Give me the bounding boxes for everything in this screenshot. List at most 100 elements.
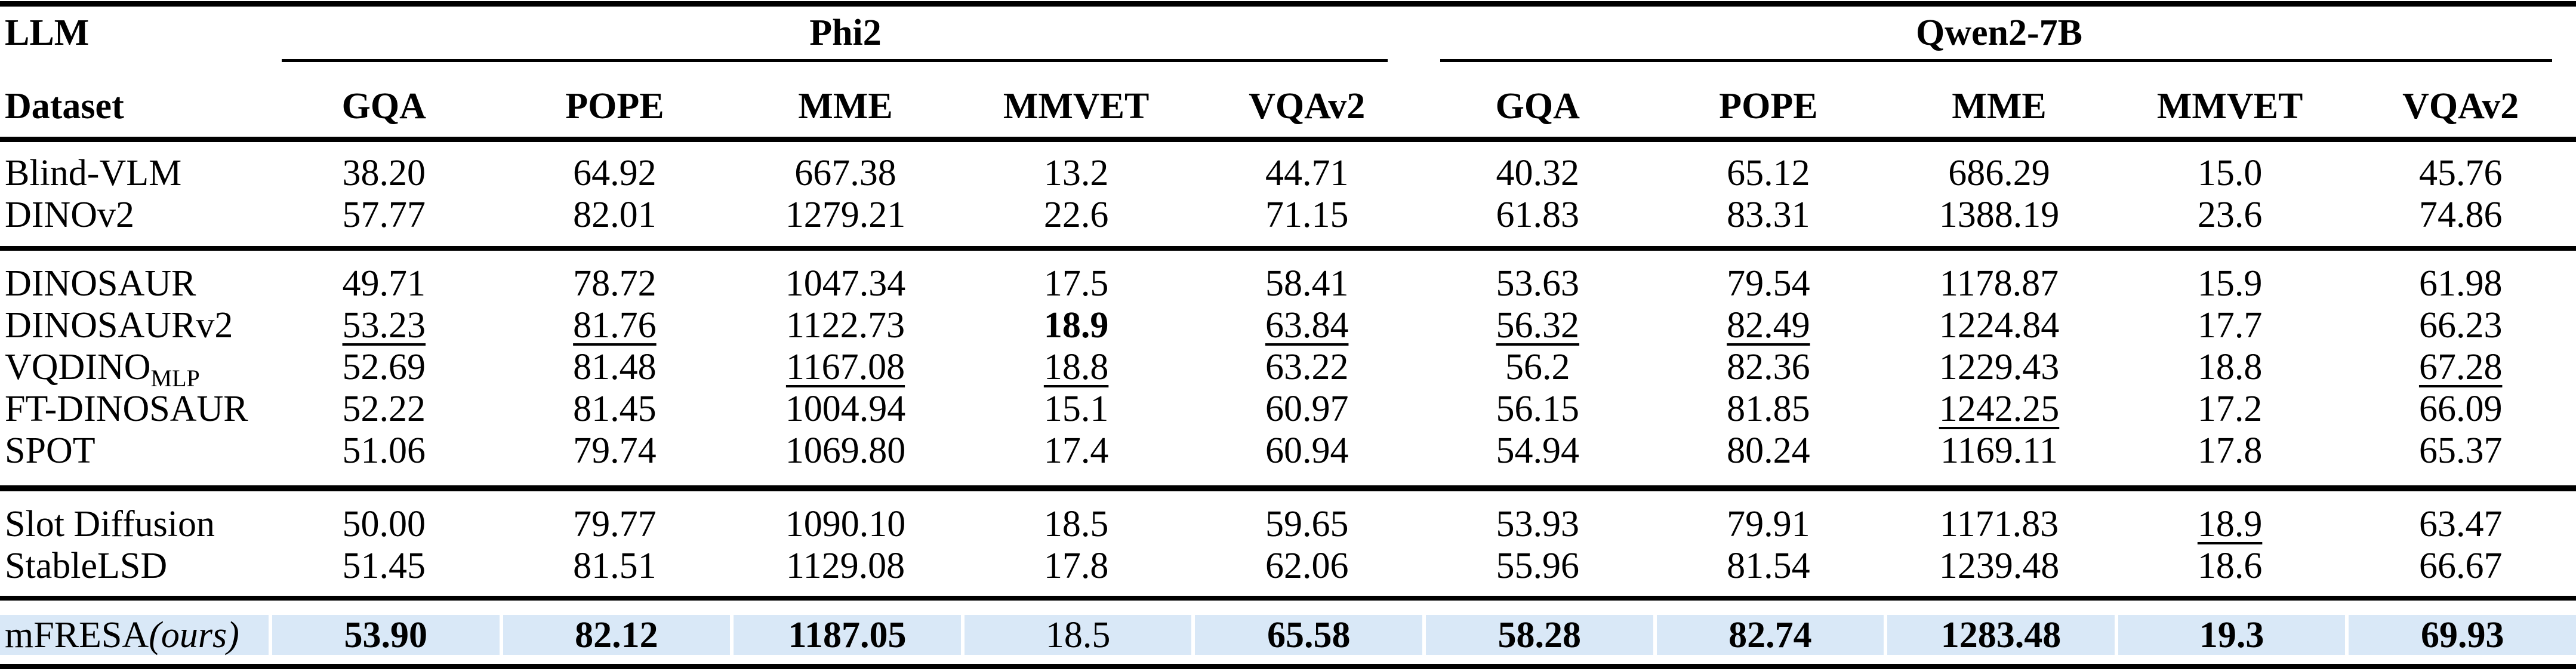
metric-value: 67.28 — [2418, 347, 2503, 387]
metric-value: 18.8 — [1043, 347, 1109, 387]
table-row: StableLSD 51.45 81.51 1129.08 17.8 62.06 55.96… — [0, 545, 2576, 587]
metric-value: 82.49 — [1727, 305, 1810, 346]
metric-value: 1229.43 — [1939, 347, 2060, 387]
column-header-vqav2-0: VQAv2 — [1249, 86, 1366, 127]
metric-cell: 56.15 — [1422, 390, 1653, 427]
metric-cell: 60.97 — [1191, 390, 1422, 427]
metric-cell: 83.31 — [1653, 196, 1884, 233]
metric-value: 81.76 — [573, 305, 657, 346]
metric-value: 59.65 — [1265, 504, 1349, 544]
metric-value: 49.71 — [342, 263, 426, 304]
metric-value: 56.2 — [1505, 347, 1570, 387]
metric-value: 667.38 — [794, 153, 896, 193]
metric-cell: 18.5 — [960, 614, 1192, 655]
table-bottom-rule — [0, 664, 2576, 669]
metric-value: 53.63 — [1496, 263, 1580, 304]
metric-value: 81.51 — [573, 546, 657, 586]
metric-value: 38.20 — [342, 153, 426, 193]
metric-cell: 44.71 — [1191, 155, 1422, 192]
qwen2-7b-cmidrule — [1440, 59, 2552, 62]
metric-cell: 65.12 — [1653, 155, 1884, 192]
row-label: DINOSAUR — [5, 263, 196, 304]
metric-value: 79.54 — [1727, 263, 1810, 304]
metric-value: 1279.21 — [785, 195, 906, 235]
metric-value: 17.8 — [1043, 546, 1109, 586]
metric-value: 44.71 — [1265, 153, 1349, 193]
metric-cell: 60.94 — [1191, 432, 1422, 469]
column-header-pope-0: POPE — [565, 86, 664, 127]
metric-cell: 17.5 — [961, 265, 1192, 302]
metric-cell: 18.5 — [961, 506, 1192, 543]
metric-value: 82.01 — [573, 195, 657, 235]
metric-cell: 66.09 — [2345, 390, 2576, 427]
metric-cell: 80.24 — [1653, 432, 1884, 469]
metric-value: 82.12 — [575, 614, 658, 655]
column-header-mme-0: MME — [798, 86, 893, 127]
section-diffusion: Slot Diffusion 50.00 79.77 1090.10 18.5 59.65… — [0, 491, 2576, 596]
metric-cell: 58.28 — [1422, 615, 1653, 655]
metric-cell: 17.4 — [961, 432, 1192, 469]
metric-cell: 59.65 — [1191, 506, 1422, 543]
metric-cell: 45.76 — [2345, 155, 2576, 192]
metric-value: 18.5 — [1045, 614, 1111, 655]
column-header-vqav2-1: VQAv2 — [2402, 86, 2519, 127]
column-header-gqa-0: GQA — [341, 86, 426, 127]
metric-value: 69.93 — [2420, 614, 2504, 655]
metric-cell: 82.49 — [1653, 307, 1884, 344]
metric-cell: 67.28 — [2345, 349, 2576, 386]
metric-cell: 1242.25 — [1884, 390, 2115, 427]
metric-value: 63.47 — [2418, 504, 2503, 544]
row-label: Slot Diffusion — [5, 504, 215, 544]
metric-value: 686.29 — [1948, 153, 2050, 193]
metric-value: 1283.48 — [1940, 614, 2062, 655]
metric-value: 13.2 — [1043, 153, 1109, 193]
metric-cell: 18.8 — [961, 349, 1192, 386]
metric-cell: 667.38 — [730, 155, 961, 192]
metric-value: 1122.73 — [785, 305, 905, 346]
metric-cell: 1283.48 — [1884, 615, 2115, 655]
metric-cell: 1279.21 — [730, 196, 961, 233]
row-label: VQDINOMLP — [5, 347, 200, 392]
metric-value: 65.58 — [1267, 614, 1351, 655]
metric-cell: 1090.10 — [730, 506, 961, 543]
phi2-cmidrule — [282, 59, 1388, 62]
metric-cell: 81.54 — [1653, 547, 1884, 584]
metric-cell: 1388.19 — [1884, 196, 2115, 233]
metric-value: 50.00 — [342, 504, 426, 544]
metric-value: 17.2 — [2197, 389, 2263, 429]
metric-cell: 17.2 — [2115, 390, 2346, 427]
metric-cell: 66.67 — [2345, 547, 2576, 584]
metric-value: 1242.25 — [1939, 389, 2060, 429]
column-header-pope-1: POPE — [1719, 86, 1818, 127]
mid-rule-1 — [0, 246, 2576, 251]
metric-value: 58.28 — [1497, 614, 1582, 655]
metric-value: 1047.34 — [785, 263, 906, 304]
metric-cell: 57.77 — [269, 196, 500, 233]
metric-cell: 1171.83 — [1884, 506, 2115, 543]
metric-cell: 1169.11 — [1884, 432, 2115, 469]
metric-value: 80.24 — [1727, 430, 1810, 471]
metric-cell: 22.6 — [961, 196, 1192, 233]
metric-cell: 71.15 — [1191, 196, 1422, 233]
metric-value: 63.22 — [1265, 347, 1349, 387]
metric-value: 65.12 — [1727, 153, 1810, 193]
metric-value: 71.15 — [1265, 195, 1349, 235]
metric-cell: 56.2 — [1422, 349, 1653, 386]
metric-cell: 1187.05 — [730, 615, 961, 655]
metric-cell: 62.06 — [1191, 547, 1422, 584]
column-header-row: Dataset GQA POPE MME MMVET VQAv2 GQA POPE MME MM… — [0, 62, 2576, 137]
ours-note: (ours) — [149, 614, 239, 655]
metric-cell: 82.12 — [499, 614, 731, 655]
metric-cell: 18.6 — [2115, 547, 2346, 584]
spacer — [0, 655, 2576, 664]
metric-cell: 61.83 — [1422, 196, 1653, 233]
metric-value: 82.36 — [1727, 347, 1810, 387]
row-label: FT-DINOSAUR — [5, 389, 248, 429]
metric-value: 56.32 — [1496, 305, 1580, 346]
metric-cell: 56.32 — [1422, 307, 1653, 344]
metric-value: 74.86 — [2418, 195, 2503, 235]
column-header-mmvet-1: MMVET — [2156, 86, 2303, 127]
metric-cell: 79.91 — [1653, 506, 1884, 543]
metric-value: 18.5 — [1043, 504, 1109, 544]
